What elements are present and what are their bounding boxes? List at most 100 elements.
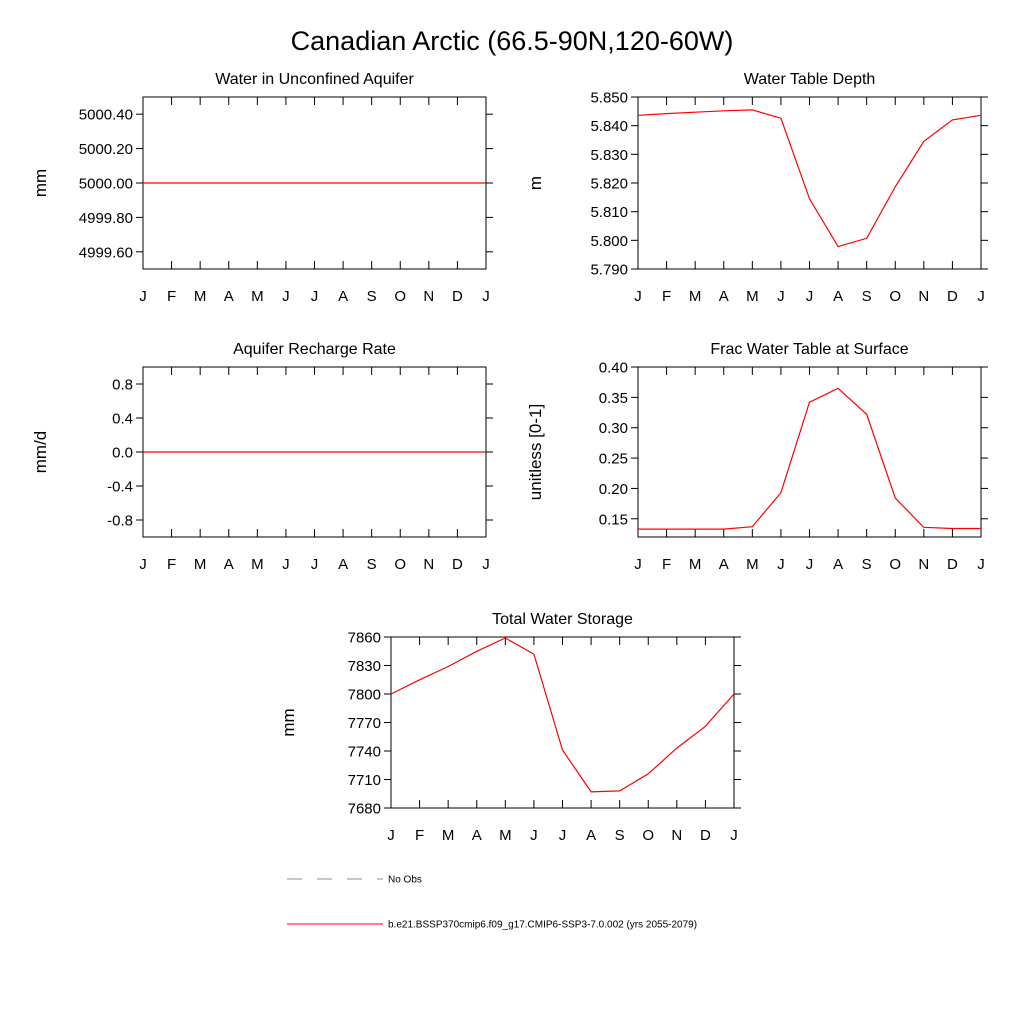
- total-water-storage-ytick-label: 7770: [348, 715, 381, 732]
- legend-model-label: b.e21.BSSP370cmip6.f09_g17.CMIP6-SSP3-7.…: [388, 920, 697, 931]
- water-table-depth-ytick-label: 5.850: [590, 90, 628, 107]
- frac-water-table-xtick-label: J: [634, 556, 642, 573]
- total-water-storage-xtick-label: J: [730, 827, 738, 844]
- recharge-rate-xtick-label: A: [224, 556, 234, 573]
- aquifer-water-title: Water in Unconfined Aquifer: [215, 71, 414, 88]
- recharge-rate-title: Aquifer Recharge Rate: [233, 341, 396, 358]
- water-table-depth-xtick-label: A: [719, 288, 729, 305]
- recharge-rate-ytick-label: 0.4: [112, 411, 133, 428]
- aquifer-water-xtick-label: J: [139, 288, 147, 305]
- aquifer-water-ytick-label: 4999.60: [79, 244, 133, 261]
- total-water-storage-xtick-label: N: [671, 827, 682, 844]
- total-water-storage-ytick-label: 7710: [348, 772, 381, 789]
- recharge-rate-xtick-label: F: [167, 556, 176, 573]
- water-table-depth-xtick-label: A: [833, 288, 843, 305]
- total-water-storage-xtick-label: M: [442, 827, 455, 844]
- total-water-storage-series-line: [390, 637, 735, 793]
- recharge-rate-xtick-label: M: [194, 556, 207, 573]
- aquifer-water-ytick-label: 5000.00: [79, 176, 133, 193]
- aquifer-water-xtick-label: J: [311, 288, 319, 305]
- water-table-depth-xtick-label: F: [662, 288, 671, 305]
- water-table-depth-xtick-label: J: [634, 288, 642, 305]
- recharge-rate-xtick-label: J: [282, 556, 290, 573]
- water-table-depth-xtick-label: N: [918, 288, 929, 305]
- total-water-storage-xtick-label: S: [615, 827, 625, 844]
- recharge-rate-xtick-label: J: [139, 556, 147, 573]
- total-water-storage-xtick-label: A: [472, 827, 482, 844]
- water-table-depth-xtick-label: D: [947, 288, 958, 305]
- aquifer-water-xtick-label: S: [367, 288, 377, 305]
- recharge-rate-xtick-label: M: [251, 556, 264, 573]
- recharge-rate-xtick-label: J: [311, 556, 319, 573]
- total-water-storage-ytick-label: 7740: [348, 744, 381, 761]
- frac-water-table-xtick-label: N: [918, 556, 929, 573]
- total-water-storage-xtick-label: J: [530, 827, 538, 844]
- water-table-depth-ytick-label: 5.830: [590, 147, 628, 164]
- total-water-storage-ylabel: mm: [279, 708, 298, 736]
- aquifer-water-xtick-label: D: [452, 288, 463, 305]
- total-water-storage-xtick-label: F: [415, 827, 424, 844]
- frac-water-table-plot-frame: [637, 366, 982, 538]
- recharge-rate-xtick-label: S: [367, 556, 377, 573]
- aquifer-water-xtick-label: A: [338, 288, 348, 305]
- frac-water-table-ytick-label: 0.25: [599, 451, 628, 468]
- frac-water-table-title: Frac Water Table at Surface: [710, 341, 908, 358]
- water-table-depth-series-line: [637, 109, 982, 248]
- water-table-depth-xtick-label: J: [806, 288, 814, 305]
- aquifer-water-xtick-label: N: [423, 288, 434, 305]
- water-table-depth-xtick-label: M: [746, 288, 759, 305]
- recharge-rate-ytick-label: -0.4: [107, 479, 133, 496]
- water-table-depth-ytick-label: 5.810: [590, 204, 628, 221]
- total-water-storage-xtick-label: J: [387, 827, 395, 844]
- water-table-depth-ytick-label: 5.790: [590, 262, 628, 279]
- aquifer-water-xtick-label: M: [251, 288, 264, 305]
- frac-water-table-xtick-label: A: [719, 556, 729, 573]
- aquifer-water-ylabel: mm: [31, 169, 50, 197]
- recharge-rate-xtick-label: A: [338, 556, 348, 573]
- aquifer-water-ytick-label: 5000.40: [79, 107, 133, 124]
- aquifer-water-ytick-label: 5000.20: [79, 141, 133, 158]
- total-water-storage-ytick-label: 7860: [348, 630, 381, 647]
- figure-title: Canadian Arctic (66.5-90N,120-60W): [291, 26, 734, 56]
- total-water-storage-plot-frame: [390, 636, 735, 809]
- water-table-depth-plot-frame: [637, 96, 982, 270]
- total-water-storage-xtick-label: M: [499, 827, 512, 844]
- frac-water-table-xtick-label: M: [689, 556, 702, 573]
- water-table-depth-title: Water Table Depth: [744, 71, 876, 88]
- frac-water-table-ytick-label: 0.30: [599, 420, 628, 437]
- water-table-depth-xtick-label: O: [889, 288, 901, 305]
- frac-water-table-ylabel: unitless [0-1]: [526, 404, 545, 500]
- water-table-depth-xtick-label: S: [862, 288, 872, 305]
- recharge-rate-ytick-label: 0.8: [112, 377, 133, 394]
- total-water-storage-ytick-label: 7830: [348, 658, 381, 675]
- aquifer-water-xtick-label: A: [224, 288, 234, 305]
- water-table-depth-xtick-label: M: [689, 288, 702, 305]
- water-table-depth-xtick-label: J: [977, 288, 985, 305]
- water-table-depth-ytick-label: 5.840: [590, 118, 628, 135]
- recharge-rate-xtick-label: O: [394, 556, 406, 573]
- recharge-rate-ytick-label: 0.0: [112, 445, 133, 462]
- frac-water-table-ytick-label: 0.15: [599, 511, 628, 528]
- aquifer-water-xtick-label: J: [282, 288, 290, 305]
- total-water-storage-ytick-label: 7680: [348, 801, 381, 818]
- water-table-depth-xtick-label: J: [777, 288, 785, 305]
- frac-water-table-xtick-label: M: [746, 556, 759, 573]
- recharge-rate-ylabel: mm/d: [31, 431, 50, 474]
- frac-water-table-xtick-label: D: [947, 556, 958, 573]
- frac-water-table-series-line: [638, 387, 981, 530]
- recharge-rate-ytick-label: -0.8: [107, 513, 133, 530]
- legend: No Obs b.e21.BSSP370cmip6.f09_g17.CMIP6-…: [287, 875, 697, 931]
- aquifer-water-ytick-label: 4999.80: [79, 210, 133, 227]
- frac-water-table-xtick-label: J: [806, 556, 814, 573]
- recharge-rate-xtick-label: J: [482, 556, 490, 573]
- frac-water-table-xtick-label: S: [862, 556, 872, 573]
- frac-water-table-xtick-label: O: [889, 556, 901, 573]
- frac-water-table-ytick-label: 0.40: [599, 360, 628, 377]
